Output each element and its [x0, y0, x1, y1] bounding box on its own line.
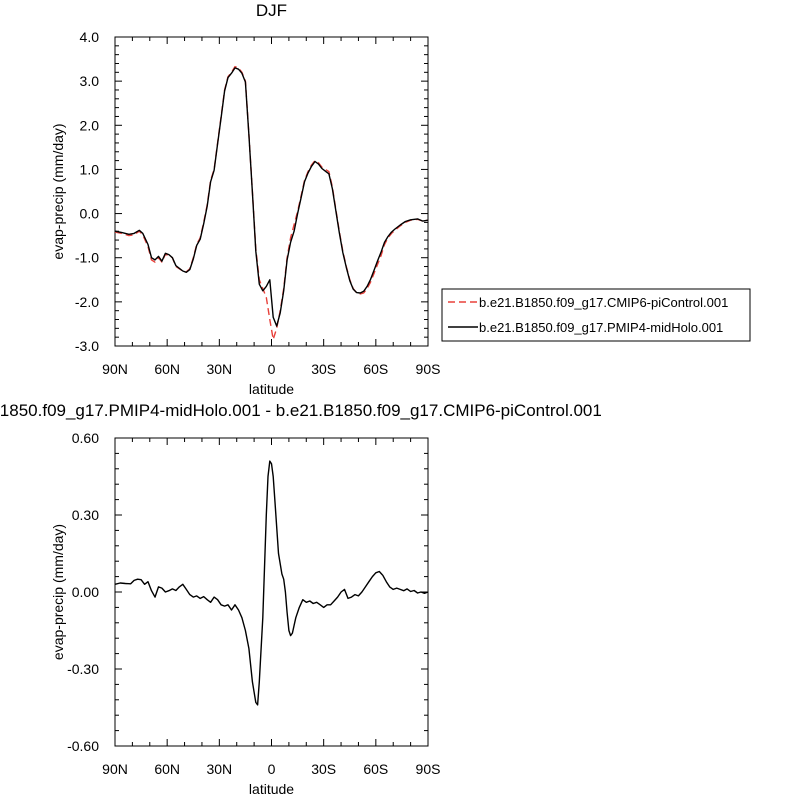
y-tick-label: 3.0	[80, 73, 100, 89]
y-tick-label: -3.0	[75, 338, 99, 354]
y-tick-label: 1.0	[80, 161, 100, 177]
x-axis-label: latitude	[249, 781, 294, 797]
x-tick-label: 0	[268, 361, 276, 377]
plot-frame	[114, 437, 429, 747]
series-line-1	[114, 460, 429, 706]
x-tick-label: 30N	[206, 361, 232, 377]
chart-title: b.e21.B1850.f09_g17.PMIP4-midHolo.001 - …	[0, 401, 602, 420]
x-tick-label: 0	[268, 761, 276, 777]
x-tick-label: 90S	[416, 761, 441, 777]
y-tick-label: 0.0	[80, 206, 100, 222]
y-axis-label: evap-precip (mm/day)	[50, 524, 66, 660]
x-tick-label: 30S	[311, 361, 336, 377]
y-tick-label: 4.0	[80, 29, 100, 45]
x-axis-label: latitude	[249, 381, 294, 397]
y-tick-label: 0.00	[72, 584, 99, 600]
x-tick-label: 60S	[363, 361, 388, 377]
chart-panel-1: DJF -3.0 -2.0 -1.0 0.0 1.0 2.0 3.0 4.0 90N 60N 30N 0…	[50, 1, 751, 397]
chart-title: DJF	[256, 1, 287, 20]
legend-label: b.e21.B1850.f09_g17.CMIP6-piControl.001	[479, 295, 728, 310]
x-tick-label: 90S	[416, 361, 441, 377]
x-tick-label: 90N	[102, 761, 128, 777]
legend-box	[441, 288, 751, 342]
y-tick-label: 2.0	[80, 117, 100, 133]
y-tick-label: -0.30	[67, 661, 99, 677]
x-tick-label: 60S	[363, 761, 388, 777]
y-axis-label: evap-precip (mm/day)	[50, 123, 66, 259]
x-tick-label: 60N	[154, 361, 180, 377]
y-tick-label: 0.60	[72, 430, 99, 446]
y-tick-label: -0.60	[67, 738, 99, 754]
series-line-2	[114, 67, 429, 327]
x-tick-label: 30N	[206, 761, 232, 777]
legend-label: b.e21.B1850.f09_g17.PMIP4-midHolo.001	[479, 320, 723, 335]
chart-panel-2: b.e21.B1850.f09_g17.PMIP4-midHolo.001 - …	[0, 401, 602, 797]
series-line-1	[114, 65, 429, 341]
x-tick-label: 30S	[311, 761, 336, 777]
x-tick-label: 90N	[102, 361, 128, 377]
x-tick-label: 60N	[154, 761, 180, 777]
legend: b.e21.B1850.f09_g17.CMIP6-piControl.001b…	[441, 288, 751, 342]
y-tick-label: 0.30	[72, 507, 99, 523]
y-tick-label: -2.0	[75, 294, 99, 310]
y-tick-label: -1.0	[75, 250, 99, 266]
